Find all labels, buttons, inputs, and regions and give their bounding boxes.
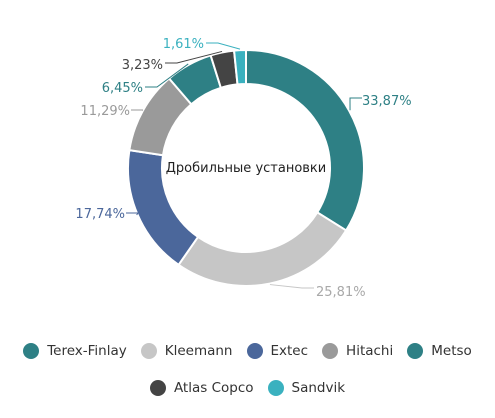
data-label-atlas-copco: 3,23%	[122, 58, 163, 73]
legend-item-metso[interactable]: Metso	[407, 343, 472, 359]
slice-terex-finlay[interactable]	[245, 48, 365, 232]
leader-line-atlas-copco	[165, 50, 223, 64]
leader-line-terex-finlay	[349, 97, 362, 111]
chart-title: Дробильные установки	[166, 161, 327, 176]
legend-label-atlas-copco: Atlas Copco	[173, 380, 254, 396]
legend-label-sandvik: Sandvik	[291, 380, 346, 396]
data-label-hitachi: 11,29%	[80, 104, 130, 119]
legend-item-sandvik[interactable]: Sandvik	[267, 380, 346, 396]
legend-swatch-atlas-copco	[149, 380, 166, 396]
leader-line-metso	[145, 63, 189, 88]
legend-label-terex-finlay: Terex-Finlay	[47, 343, 127, 359]
legend-swatch-hitachi	[322, 343, 339, 359]
legend-swatch-terex-finlay	[23, 343, 40, 359]
leader-lines	[126, 42, 362, 289]
data-labels: 33,87% 25,81% 17,74% 11,29% 6,45% 3,23%1,61%	[75, 37, 411, 300]
legend-swatch-kleemann	[140, 343, 157, 359]
legend-item-hitachi[interactable]: Hitachi	[322, 343, 393, 359]
legend-row-2: Atlas Copco Sandvik	[0, 380, 495, 396]
data-label-kleemann: 25,81%	[316, 285, 366, 300]
donut-slices	[127, 48, 365, 287]
legend-swatch-metso	[407, 343, 424, 359]
legend-item-terex-finlay[interactable]: Terex-Finlay	[23, 343, 127, 359]
legend-label-kleemann: Kleemann	[164, 343, 233, 359]
legend-item-kleemann[interactable]: Kleemann	[140, 343, 233, 359]
slice-kleemann[interactable]	[177, 211, 348, 287]
data-label-terex-finlay: 33,87%	[362, 94, 412, 109]
data-label-extec: 17,74%	[75, 207, 125, 222]
legend-item-extec[interactable]: Extec	[246, 343, 309, 359]
legend-label-hitachi: Hitachi	[346, 343, 394, 359]
data-label-sandvik: 1,61%	[163, 37, 204, 52]
legend-swatch-extec	[246, 343, 263, 359]
legend-label-extec: Extec	[270, 343, 309, 359]
legend-swatch-sandvik	[267, 380, 284, 396]
leader-line-extec	[126, 212, 139, 216]
data-label-metso: 6,45%	[102, 81, 143, 96]
slice-sandvik[interactable]	[232, 48, 247, 86]
donut-chart: 33,87%25,81%17,74%11,29%6,45%3,23%1,61% …	[75, 37, 411, 300]
legend-item-atlas-copco[interactable]: Atlas Copco	[149, 380, 254, 396]
legend-label-metso: Metso	[431, 343, 472, 359]
leader-line-kleemann	[269, 284, 314, 289]
legend-row-1: Terex-Finlay Kleemann Extec Hitachi Mets…	[0, 343, 495, 359]
leader-line-sandvik	[206, 42, 241, 50]
